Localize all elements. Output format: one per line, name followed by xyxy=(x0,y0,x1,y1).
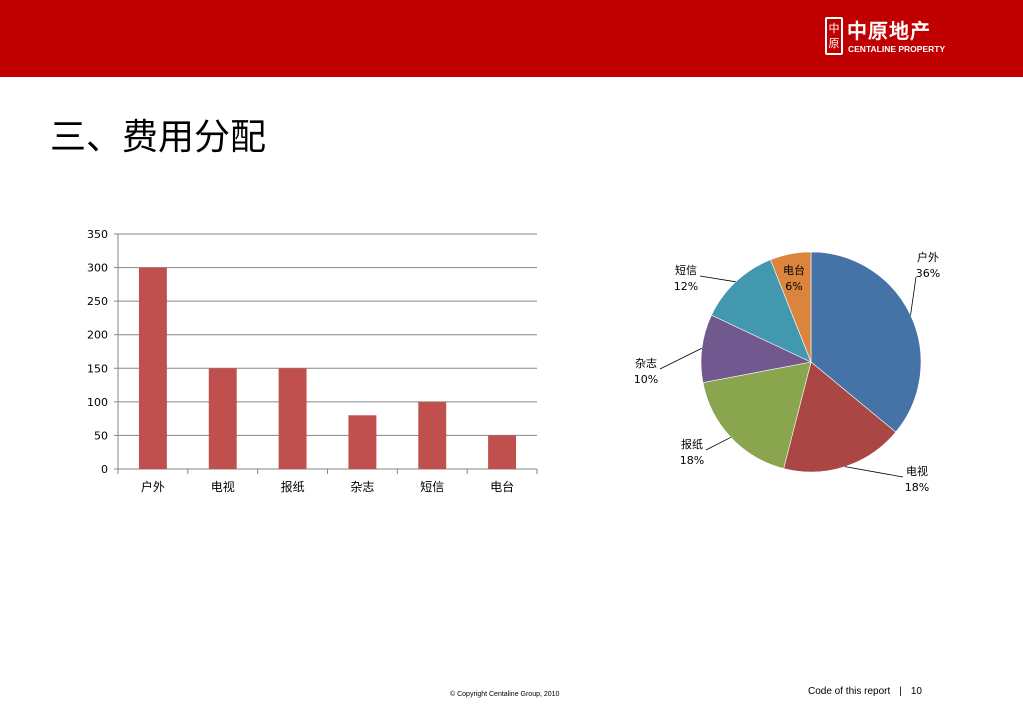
bar-ytick-label-4: 200 xyxy=(87,329,108,342)
bar-category-label-1: 电视 xyxy=(211,479,235,494)
report-code: Code of this report xyxy=(808,686,891,697)
pie-leader-line-2 xyxy=(705,436,731,451)
bar-0 xyxy=(138,267,167,469)
pie-slice-1 xyxy=(783,361,897,473)
bar-category-label-3: 杂志 xyxy=(350,480,374,494)
logo-seal-icon: 中 原 xyxy=(825,17,843,55)
pie-label-5: 电台 xyxy=(783,263,805,277)
pie-leader-line-4 xyxy=(699,275,736,283)
pie-label-4: 短信 xyxy=(675,263,697,277)
logo-seal-char-2: 原 xyxy=(828,37,840,50)
pie-value-label-3: 10% xyxy=(634,373,658,386)
pie-leader-line-1 xyxy=(844,466,904,478)
bar-category-label-4: 短信 xyxy=(420,480,444,494)
footer-report-info: Code of this report | 10 xyxy=(808,686,922,697)
pie-chart: 户外 36% 电视 18% 报纸 18% 杂志 10% 短信 12% 电台 6% xyxy=(634,250,940,494)
header-bar: 中 原 中原地产 CENTALINE PROPERTY xyxy=(0,0,1023,77)
pie-value-label-0: 36% xyxy=(916,267,940,280)
pie-slice-0 xyxy=(810,251,922,433)
pie-value-label-5: 6% xyxy=(785,280,802,293)
bar-ytick-label-6: 300 xyxy=(87,262,108,275)
footer-copyright: © Copyright Centaline Group, 2010 xyxy=(450,691,560,698)
bar-ytick-label-3: 150 xyxy=(87,362,108,375)
bar-4 xyxy=(418,401,447,469)
centaline-logo: 中 原 中原地产 CENTALINE PROPERTY xyxy=(825,17,965,59)
bar-ytick-label-2: 100 xyxy=(87,396,108,409)
pie-value-label-4: 12% xyxy=(674,280,698,293)
pie-label-1: 电视 xyxy=(906,464,928,478)
pie-slice-5 xyxy=(770,251,812,363)
bar-2 xyxy=(278,368,307,469)
bar-ytick-label-7: 350 xyxy=(87,228,108,241)
pie-value-label-1: 18% xyxy=(905,481,929,494)
bar-1 xyxy=(208,368,237,469)
pie-label-3: 杂志 xyxy=(635,357,657,370)
bar-category-label-5: 电台 xyxy=(490,479,514,494)
pie-label-2: 报纸 xyxy=(681,437,703,451)
footer-separator: | xyxy=(899,686,902,697)
logo-name-en: CENTALINE PROPERTY xyxy=(848,44,946,54)
bar-category-label-0: 户外 xyxy=(141,479,165,494)
pie-leader-line-0 xyxy=(910,276,917,316)
bar-ytick-label-5: 250 xyxy=(87,295,108,308)
pie-leader-line-3 xyxy=(659,347,703,370)
bar-category-label-2: 报纸 xyxy=(281,479,305,494)
bar-chart: 0 50 100 150 200 250 300 350 户外 电视 报纸 杂志 短信 电台 xyxy=(87,228,538,494)
logo-name-cn: 中原地产 xyxy=(847,19,931,43)
bar-3 xyxy=(348,415,377,469)
pie-value-label-2: 18% xyxy=(680,454,704,467)
pie-label-0: 户外 xyxy=(917,250,939,264)
page-title: 三、费用分配 xyxy=(50,117,267,158)
logo-seal-char-1: 中 xyxy=(828,22,840,35)
bar-5 xyxy=(488,435,517,469)
bar-ytick-label-1: 50 xyxy=(94,429,108,442)
bar-ytick-label-0: 0 xyxy=(101,463,108,476)
pie-slice-2 xyxy=(702,361,812,469)
page-number: 10 xyxy=(910,686,922,697)
